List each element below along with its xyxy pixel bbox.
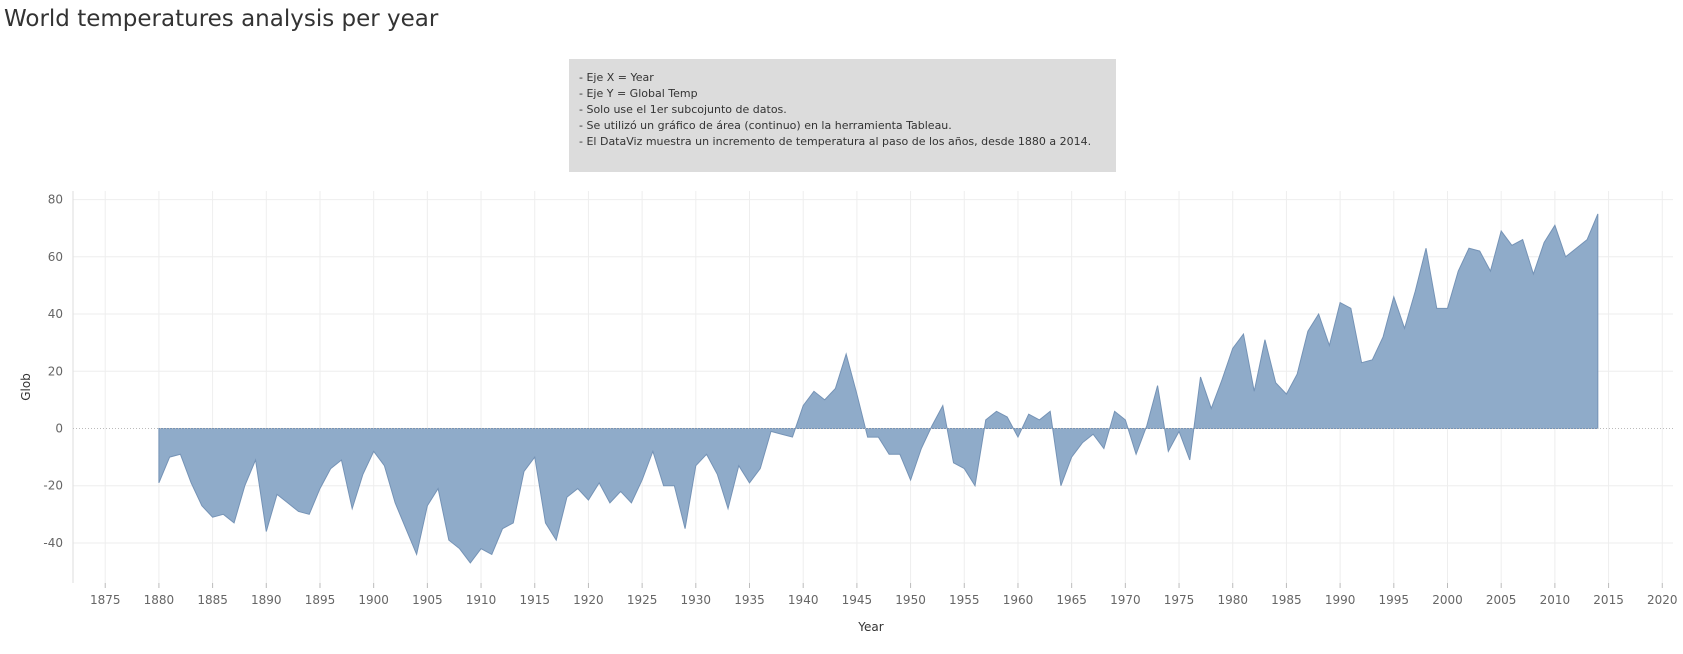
note-line: - Eje X = Year (579, 71, 654, 84)
x-tick-label: 1905 (412, 593, 443, 607)
y-tick-label: 60 (48, 250, 63, 264)
x-tick-label: 1885 (197, 593, 228, 607)
x-axis-title: Year (857, 620, 883, 634)
x-tick-label: 1975 (1164, 593, 1195, 607)
y-tick-label: 0 (55, 421, 63, 435)
note-line: - Eje Y = Global Temp (579, 87, 698, 100)
x-tick-label: 1960 (1003, 593, 1034, 607)
note-line: - El DataViz muestra un incremento de te… (579, 135, 1092, 148)
y-axis-title: Glob (19, 373, 33, 401)
x-tick-label: 1880 (144, 593, 175, 607)
x-tick-label: 2005 (1486, 593, 1517, 607)
x-tick-label: 1985 (1271, 593, 1302, 607)
y-tick-label: 40 (48, 307, 63, 321)
x-tick-label: 1970 (1110, 593, 1141, 607)
x-tick-label: 1950 (895, 593, 926, 607)
x-tick-label: 1910 (466, 593, 497, 607)
x-tick-label: 1940 (788, 593, 819, 607)
notes-box: - Eje X = Year - Eje Y = Global Temp - S… (569, 59, 1116, 172)
x-tick-label: 1930 (681, 593, 712, 607)
x-tick-label: 1995 (1379, 593, 1410, 607)
y-tick-label: 20 (48, 364, 63, 378)
page-title: World temperatures analysis per year (4, 6, 439, 32)
x-tick-label: 1980 (1217, 593, 1248, 607)
y-axis: -40 -20 0 20 40 60 80 (43, 193, 63, 550)
x-tick-label: 1945 (842, 593, 873, 607)
x-tick-label: 2020 (1647, 593, 1678, 607)
x-tick-label: 1935 (734, 593, 765, 607)
note-line: - Se utilizó un gráfico de área (continu… (579, 119, 952, 132)
x-tick-label: 1925 (627, 593, 658, 607)
y-tick-label: -20 (43, 479, 63, 493)
x-tick-label: 1875 (90, 593, 121, 607)
y-tick-label: 80 (48, 193, 63, 207)
y-tick-label: -40 (43, 536, 63, 550)
x-tick-label: 1890 (251, 593, 282, 607)
temperature-area (158, 213, 1599, 564)
x-tick-label: 1920 (573, 593, 604, 607)
x-axis: 1875 1880 1885 1890 1895 1900 1905 1910 1915 1920… (90, 583, 1678, 607)
x-tick-label: 1965 (1056, 593, 1087, 607)
x-tick-label: 1955 (949, 593, 980, 607)
x-tick-label: 1915 (519, 593, 550, 607)
x-tick-label: 2010 (1540, 593, 1571, 607)
x-tick-label: 2015 (1593, 593, 1624, 607)
x-tick-label: 1895 (305, 593, 336, 607)
x-tick-label: 2000 (1432, 593, 1463, 607)
x-tick-label: 1900 (358, 593, 389, 607)
area-layer (73, 213, 1673, 564)
x-tick-label: 1990 (1325, 593, 1356, 607)
note-line: - Solo use el 1er subcojunto de datos. (579, 103, 787, 116)
